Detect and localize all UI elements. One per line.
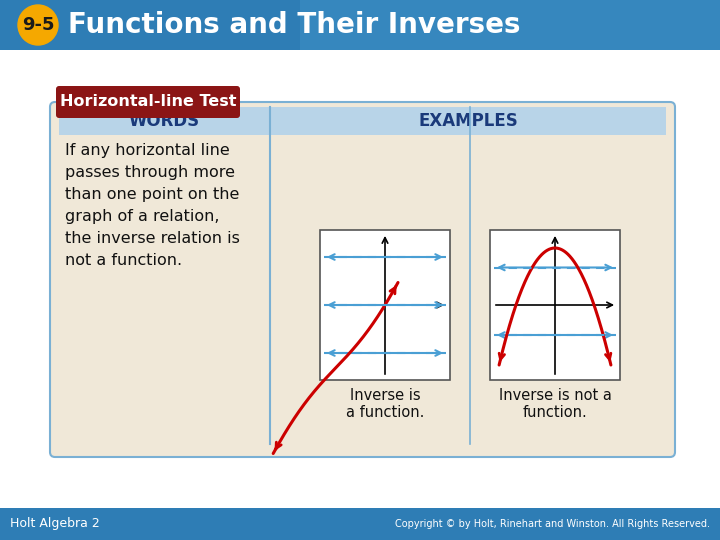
FancyBboxPatch shape	[56, 86, 240, 118]
Text: Inverse is not a
function.: Inverse is not a function.	[498, 388, 611, 421]
Text: Horizontal-line Test: Horizontal-line Test	[60, 94, 236, 110]
FancyBboxPatch shape	[0, 0, 720, 50]
Text: If any horizontal line: If any horizontal line	[65, 143, 230, 158]
Circle shape	[18, 5, 58, 45]
Text: passes through more: passes through more	[65, 165, 235, 180]
Text: Copyright © by Holt, Rinehart and Winston. All Rights Reserved.: Copyright © by Holt, Rinehart and Winsto…	[395, 519, 710, 529]
Text: EXAMPLES: EXAMPLES	[418, 112, 518, 130]
Text: the inverse relation is: the inverse relation is	[65, 231, 240, 246]
FancyBboxPatch shape	[0, 508, 720, 540]
FancyBboxPatch shape	[59, 107, 269, 135]
FancyBboxPatch shape	[0, 50, 720, 508]
FancyBboxPatch shape	[271, 107, 666, 135]
Text: Functions and Their Inverses: Functions and Their Inverses	[68, 11, 521, 39]
FancyBboxPatch shape	[300, 0, 720, 50]
Text: Inverse is
a function.: Inverse is a function.	[346, 388, 424, 421]
Text: 9-5: 9-5	[22, 16, 54, 34]
Text: WORDS: WORDS	[128, 112, 199, 130]
FancyBboxPatch shape	[50, 102, 675, 457]
Text: than one point on the: than one point on the	[65, 187, 239, 202]
FancyBboxPatch shape	[320, 230, 450, 380]
Text: graph of a relation,: graph of a relation,	[65, 209, 220, 224]
Text: not a function.: not a function.	[65, 253, 182, 268]
Text: Holt Algebra 2: Holt Algebra 2	[10, 517, 100, 530]
FancyBboxPatch shape	[490, 230, 620, 380]
